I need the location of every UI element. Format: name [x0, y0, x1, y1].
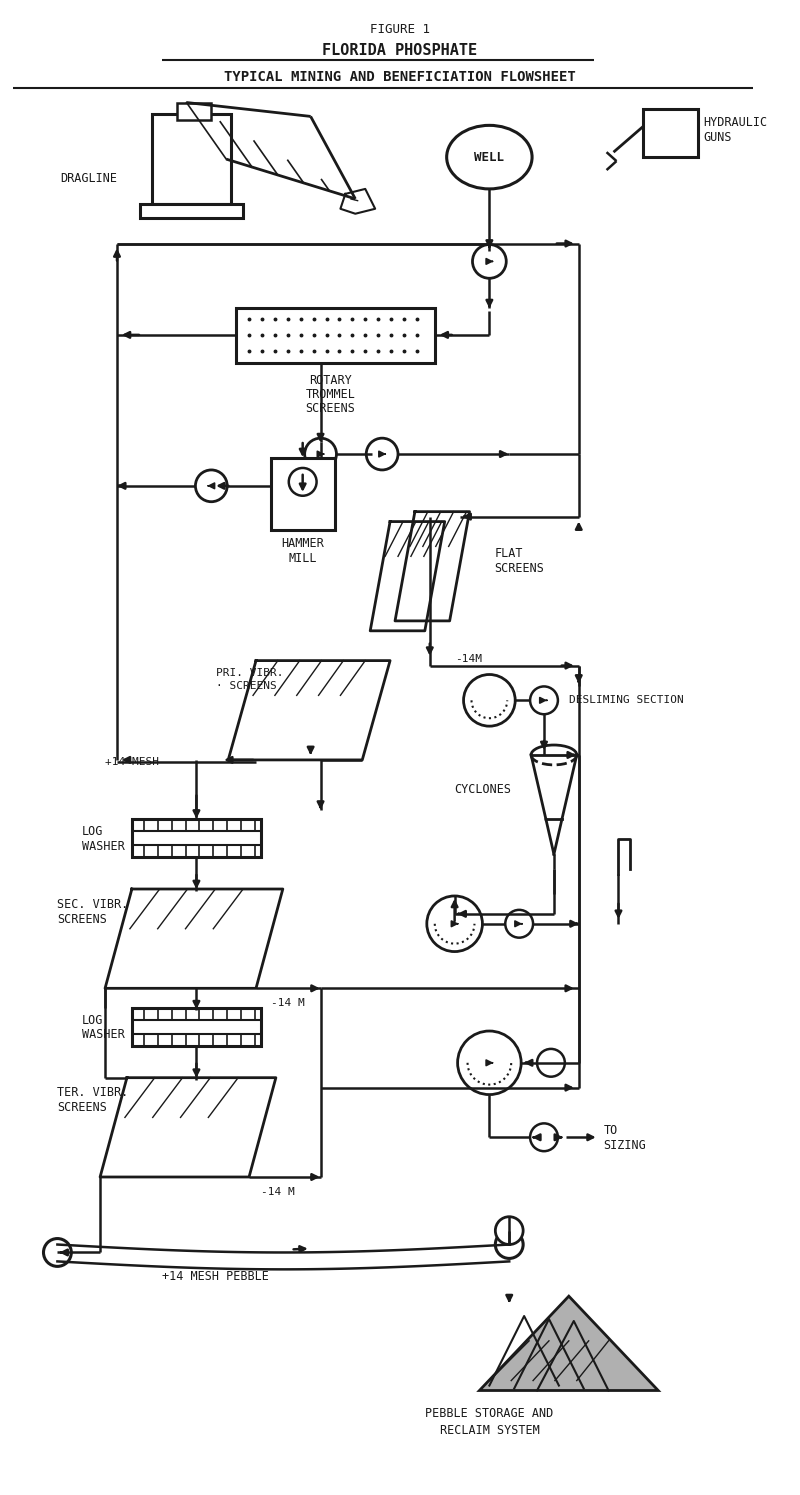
- Circle shape: [530, 1123, 558, 1151]
- Bar: [140, 203, 243, 218]
- Text: HYDRAULIC: HYDRAULIC: [703, 117, 767, 129]
- Text: DESLIMING SECTION: DESLIMING SECTION: [569, 695, 683, 706]
- Text: CYCLONES: CYCLONES: [454, 783, 512, 797]
- Circle shape: [366, 438, 398, 469]
- Bar: [236, 308, 434, 363]
- Circle shape: [458, 1032, 521, 1094]
- Circle shape: [473, 245, 506, 278]
- Text: DRAGLINE: DRAGLINE: [60, 172, 118, 185]
- Text: SCREENS: SCREENS: [58, 1100, 107, 1114]
- Polygon shape: [479, 1296, 658, 1390]
- Text: +14 MESH PEBBLE: +14 MESH PEBBLE: [162, 1269, 269, 1283]
- Text: PRI. VIBR.: PRI. VIBR.: [216, 668, 284, 677]
- Text: SIZING: SIZING: [603, 1139, 646, 1151]
- Bar: [271, 457, 335, 529]
- Text: TYPICAL MINING AND BENEFICIATION FLOWSHEET: TYPICAL MINING AND BENEFICIATION FLOWSHE…: [224, 70, 576, 84]
- Bar: [132, 1008, 261, 1046]
- Circle shape: [463, 674, 515, 727]
- Text: +14 MESH: +14 MESH: [105, 756, 159, 767]
- Text: FLAT: FLAT: [494, 547, 523, 559]
- Circle shape: [537, 1049, 565, 1076]
- Bar: [643, 109, 698, 157]
- Text: -14M: -14M: [454, 653, 482, 664]
- Polygon shape: [100, 1078, 276, 1177]
- Text: FIGURE 1: FIGURE 1: [370, 22, 430, 36]
- Bar: [132, 819, 261, 857]
- Text: ROTARY: ROTARY: [309, 374, 352, 387]
- Circle shape: [530, 686, 558, 715]
- Polygon shape: [105, 890, 283, 988]
- Circle shape: [495, 1230, 523, 1259]
- Text: SEC. VIBR.: SEC. VIBR.: [58, 898, 129, 912]
- Text: MILL: MILL: [289, 552, 317, 565]
- Text: SCREENS: SCREENS: [58, 913, 107, 927]
- Bar: [177, 103, 211, 121]
- Circle shape: [495, 1217, 523, 1244]
- Circle shape: [289, 468, 317, 496]
- Polygon shape: [395, 511, 470, 620]
- Text: FLORIDA PHOSPHATE: FLORIDA PHOSPHATE: [322, 43, 478, 58]
- Text: LOG: LOG: [82, 1014, 103, 1027]
- Text: WASHER: WASHER: [82, 840, 125, 852]
- Text: TROMMEL: TROMMEL: [306, 389, 355, 401]
- Ellipse shape: [446, 126, 532, 188]
- Circle shape: [305, 438, 337, 469]
- Polygon shape: [370, 522, 445, 631]
- Text: SCREENS: SCREENS: [494, 562, 544, 574]
- Text: TER. VIBR.: TER. VIBR.: [58, 1085, 129, 1099]
- Text: RECLAIM SYSTEM: RECLAIM SYSTEM: [439, 1423, 539, 1437]
- Circle shape: [43, 1238, 71, 1266]
- Text: GUNS: GUNS: [703, 130, 731, 144]
- Circle shape: [506, 910, 533, 937]
- Text: PEBBLE STORAGE AND: PEBBLE STORAGE AND: [426, 1407, 554, 1420]
- Text: -14 M: -14 M: [271, 999, 305, 1008]
- Circle shape: [195, 469, 227, 502]
- Text: -14 M: -14 M: [261, 1187, 294, 1197]
- Circle shape: [427, 896, 482, 952]
- Text: · SCREENS: · SCREENS: [216, 682, 277, 691]
- Text: HAMMER: HAMMER: [282, 537, 324, 550]
- Text: LOG: LOG: [82, 825, 103, 837]
- Bar: [152, 115, 231, 203]
- Text: WELL: WELL: [474, 151, 504, 163]
- Text: TO: TO: [603, 1124, 618, 1136]
- Polygon shape: [228, 661, 390, 759]
- Text: WASHER: WASHER: [82, 1029, 125, 1042]
- Text: SCREENS: SCREENS: [306, 402, 355, 416]
